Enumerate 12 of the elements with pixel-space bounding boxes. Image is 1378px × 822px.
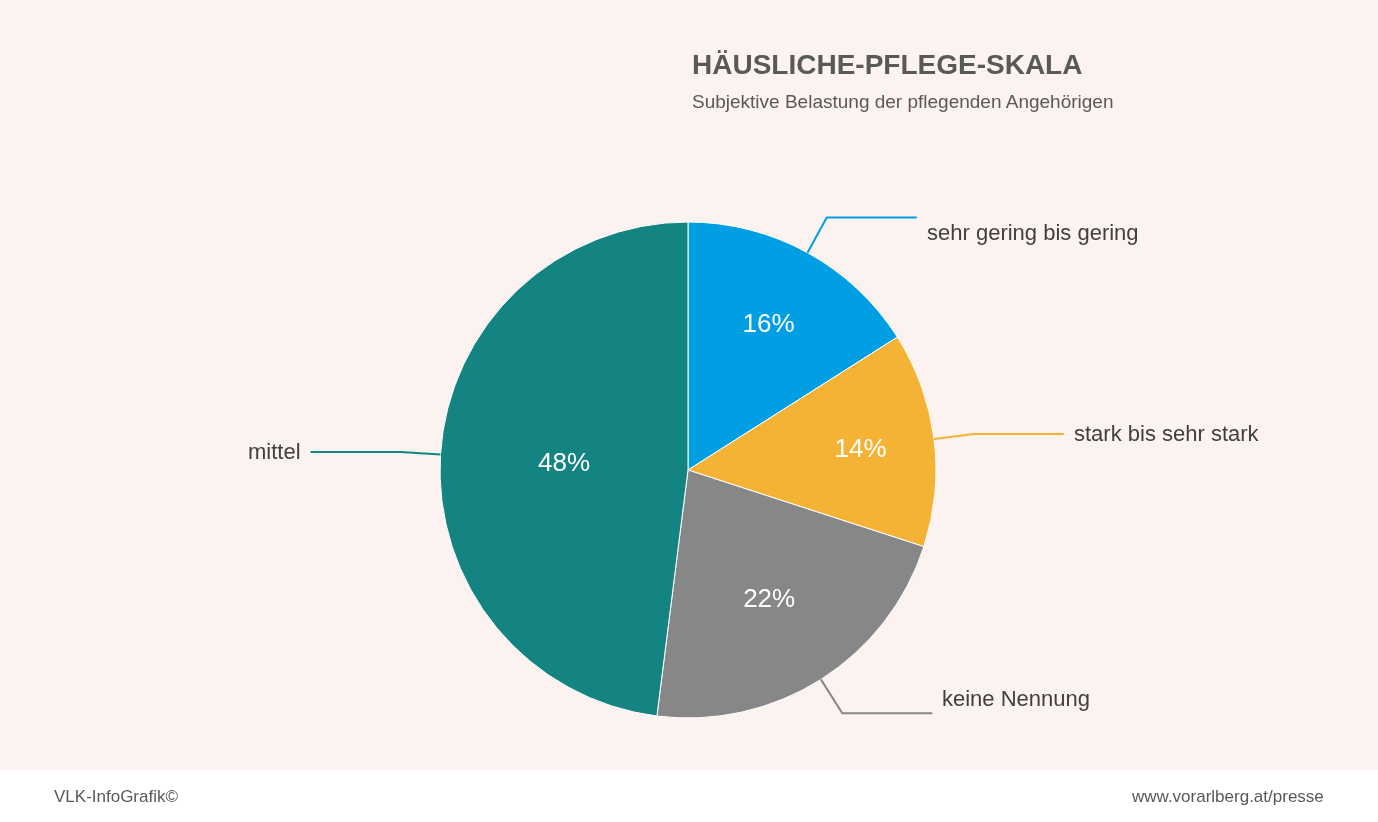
data-label: 48% [538,447,591,478]
slice-label: sehr gering bis gering [927,220,1139,245]
text: www.vorarlberg.at/presse [1131,787,1324,806]
data-label: 16% [742,308,795,339]
chart-subtitle: Subjektive Belastung der pflegenden Angehörigen [692,91,1114,112]
slice-label: keine Nennung [942,686,1091,711]
chart-title: HÄUSLICHE-PFLEGE-SKALA [692,49,1083,80]
data-label: 14% [834,433,887,464]
data-label: 22% [743,582,796,613]
slice-label: stark bis sehr stark [1074,421,1260,446]
slice-label: mittel [248,439,301,464]
text: VLK-InfoGrafik© [54,787,179,806]
